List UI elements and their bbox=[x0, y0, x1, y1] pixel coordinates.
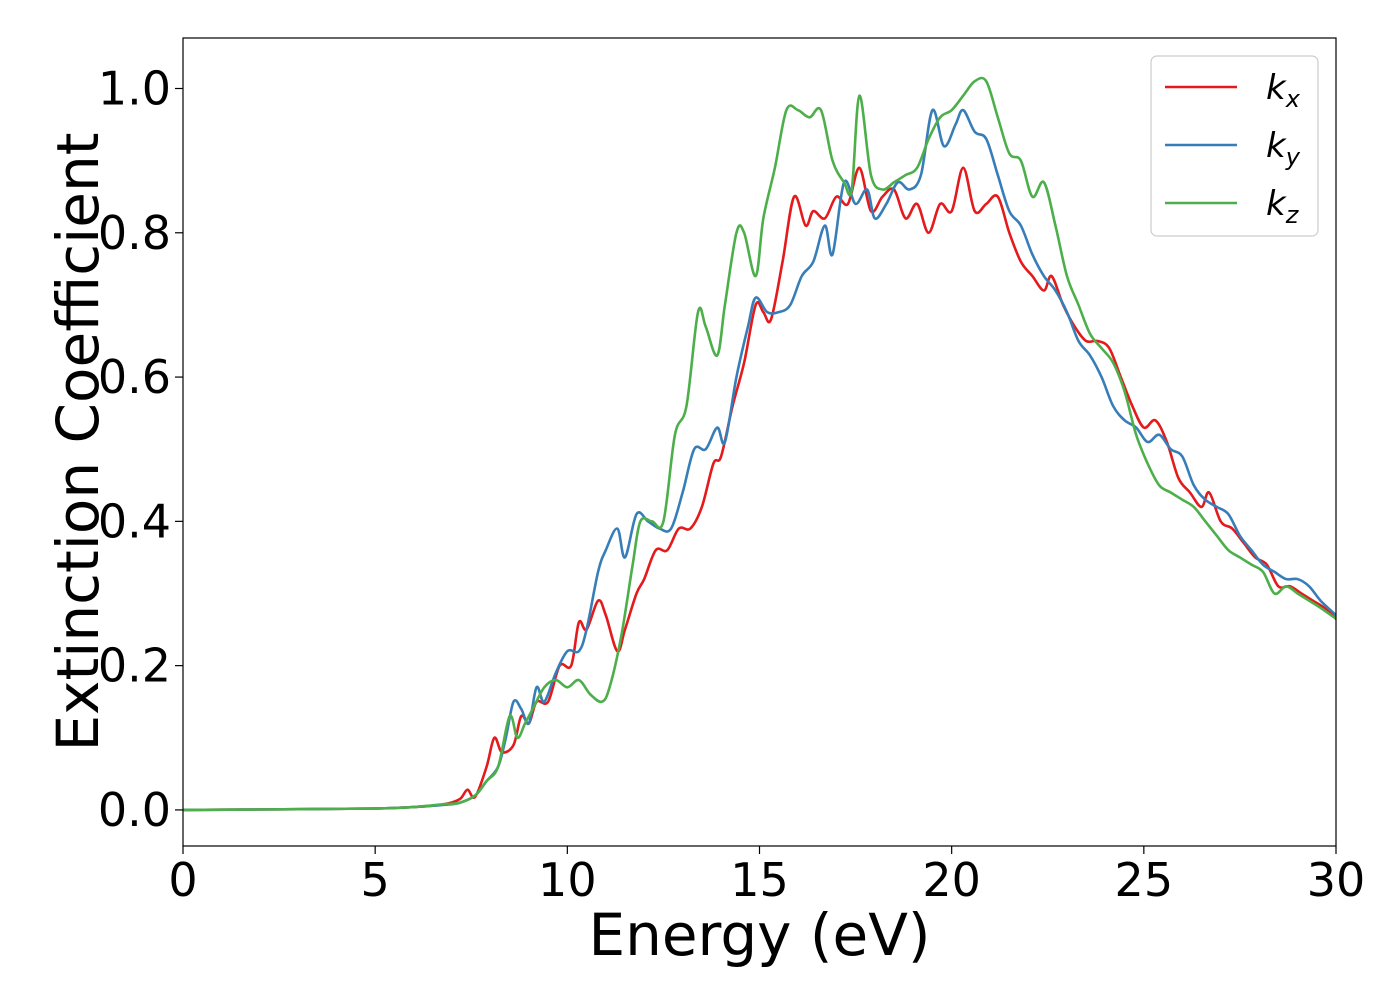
y-tick-label: 0.4 bbox=[98, 494, 171, 548]
y-tick-label: 0.0 bbox=[98, 783, 171, 837]
legend-label: ky bbox=[1266, 126, 1301, 171]
legend-item-y: ky bbox=[1165, 126, 1301, 171]
legend-item-x: kx bbox=[1165, 68, 1301, 113]
x-tick-label: 15 bbox=[730, 853, 789, 907]
x-axis-title: Energy (eV) bbox=[588, 901, 930, 969]
y-tick-label: 0.2 bbox=[98, 639, 171, 693]
x-tick-label: 5 bbox=[361, 853, 390, 907]
x-tick-label: 0 bbox=[168, 853, 197, 907]
legend-label-subscript: x bbox=[1285, 85, 1301, 113]
x-tick-label: 20 bbox=[922, 853, 981, 907]
legend-label-subscript: z bbox=[1285, 201, 1300, 229]
series-line-y bbox=[183, 108, 1336, 812]
legend-label-subscript: y bbox=[1285, 143, 1301, 171]
legend-label-base: k bbox=[1266, 68, 1287, 108]
legend-label: kz bbox=[1266, 184, 1300, 229]
legend-label-base: k bbox=[1266, 126, 1287, 166]
y-axis: 0.0 0.2 0.4 0.6 0.8 1.0 bbox=[98, 62, 183, 837]
y-tick-label: 0.6 bbox=[98, 350, 171, 404]
legend-item-z: kz bbox=[1165, 184, 1300, 229]
y-tick-label: 0.8 bbox=[98, 206, 171, 260]
legend-label-base: k bbox=[1266, 184, 1287, 224]
y-tick-label: 1.0 bbox=[98, 62, 171, 116]
x-tick-label: 25 bbox=[1115, 853, 1174, 907]
x-tick-label: 10 bbox=[538, 853, 597, 907]
x-axis: 0 5 10 15 20 25 30 bbox=[168, 846, 1365, 907]
series-line-z bbox=[183, 76, 1336, 812]
series-layer bbox=[183, 76, 1336, 812]
legend-label: kx bbox=[1266, 68, 1301, 113]
y-axis-title: Extinction Coefficient bbox=[44, 133, 112, 752]
x-tick-label: 30 bbox=[1307, 853, 1366, 907]
